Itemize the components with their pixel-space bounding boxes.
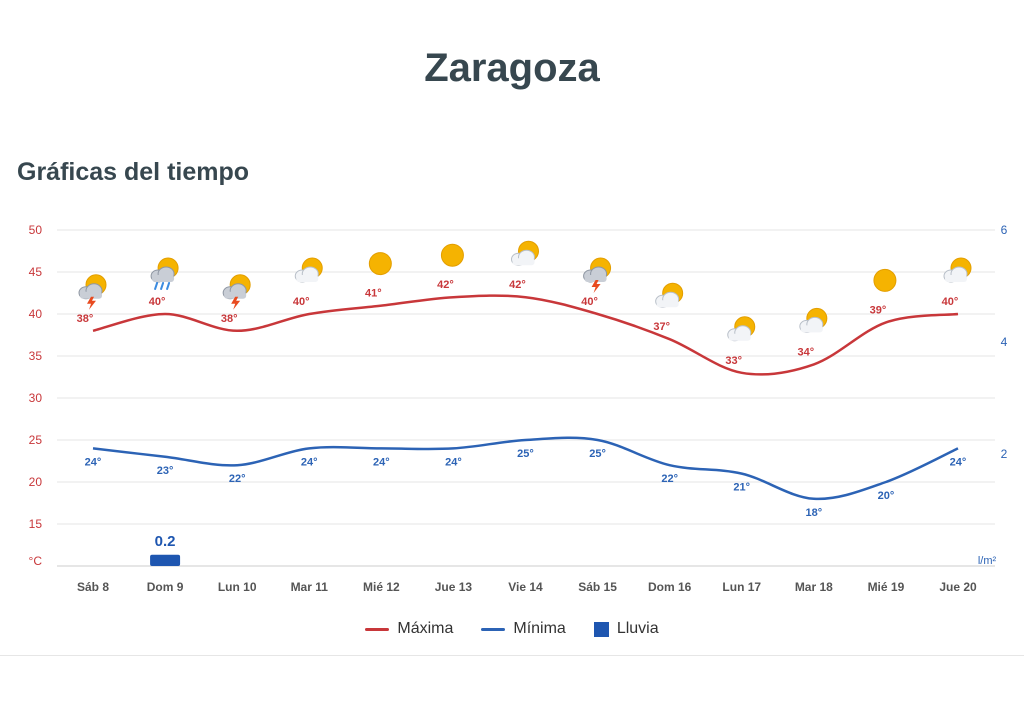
section-title: Gráficas del tiempo [17,158,250,186]
rain-bar-label: 0.2 [155,533,176,550]
min-temp-label: 24° [950,456,967,468]
min-temp-label: 22° [229,473,246,485]
min-temp-label: 20° [878,490,895,502]
sun-cloud-icon [727,316,756,342]
x-tick-label: Vie 14 [508,580,543,594]
y-left-tick-label: 15 [29,517,43,531]
x-tick-label: Sáb 8 [77,580,109,594]
sun-cloud-icon [799,307,828,333]
y-left-tick-label: 20 [29,475,43,489]
min-temp-label: 25° [589,448,606,460]
x-tick-label: Sáb 15 [578,580,617,594]
y-left-tick-label: 25 [29,433,43,447]
max-temp-line [92,294,959,376]
min-temp-label: 25° [517,448,534,460]
bottom-divider [0,655,1024,656]
max-temp-label: 34° [798,346,815,358]
legend-rain-swatch [593,621,609,637]
max-temp-label: 37° [653,321,670,333]
max-temp-label: 38° [221,313,238,325]
min-temp-label: 24° [445,456,462,468]
min-temp-label: 23° [157,465,174,477]
min-temp-label: 24° [301,456,318,468]
sun-icon [368,252,392,276]
y-left-unit: °C [29,554,43,568]
legend-item-min[interactable]: Mínima [481,620,566,638]
legend-min-swatch [481,627,506,631]
sun-icon [440,243,464,267]
max-temp-label: 38° [77,313,94,325]
min-temp-label: 24° [373,456,390,468]
rain-bar [150,554,181,566]
sun-cloud-icon [294,257,323,283]
sun-icon [873,268,897,292]
sun-cloud-icon [511,240,539,266]
min-temp-label: 22° [661,473,678,485]
x-tick-label: Jue 13 [435,580,473,594]
sun-cloud-rain-icon [150,257,179,290]
max-temp-label: 39° [870,304,887,316]
y-left-tick-label: 30 [29,391,43,405]
max-temp-label: 40° [581,296,598,308]
y-right-unit: l/m² [978,555,997,567]
max-temp-label: 33° [725,355,742,367]
min-temp-line [92,436,959,501]
min-temp-label: 21° [733,482,750,494]
x-tick-label: Mié 12 [363,580,400,594]
y-left-tick-label: 35 [29,349,43,363]
max-temp-label: 41° [365,288,382,300]
max-temp-label: 42° [509,279,526,291]
city-title: Zaragoza [424,46,600,90]
max-temp-label: 40° [149,296,166,308]
legend-max-swatch [365,627,390,631]
y-right-tick-label: 6 [1001,223,1008,237]
y-left-tick-label: 45 [29,265,43,279]
x-tick-label: Mié 19 [868,580,905,594]
sun-cloud-storm-icon [222,274,251,310]
max-temp-label: 40° [942,296,959,308]
y-right-tick-label: 2 [1001,447,1008,461]
max-temp-label: 42° [437,279,454,291]
min-temp-label: 24° [85,456,102,468]
sun-cloud-icon [655,282,684,308]
x-tick-label: Dom 9 [147,580,184,594]
weather-chart: 50 45 40 35 30 25 20 15 °C 6 4 2 l/m² Sáb 8 Dom 9 Lun 1… [29,223,1008,594]
x-tick-label: Dom 16 [648,580,692,594]
max-temp-label: 40° [293,296,310,308]
x-tick-label: Mar 18 [795,580,833,594]
y-left-tick-label: 40 [29,307,43,321]
min-temp-label: 18° [806,507,823,519]
x-tick-label: Lun 17 [722,580,761,594]
legend-item-max[interactable]: Máxima [365,620,453,638]
legend-min-label: Mínima [513,620,566,637]
x-tick-label: Jue 20 [939,580,977,594]
y-left-tick-label: 50 [29,223,43,237]
chart-legend: Máxima Mínima Lluvia [0,620,1024,638]
legend-max-label: Máxima [397,620,454,637]
sun-cloud-storm-icon [583,257,612,293]
legend-item-rain[interactable]: Lluvia [593,620,659,638]
legend-rain-label: Lluvia [616,620,659,637]
sun-cloud-storm-icon [78,274,107,310]
x-tick-label: Mar 11 [291,580,329,594]
sun-cloud-icon [943,257,972,283]
y-right-tick-label: 4 [1001,335,1008,349]
x-tick-label: Lun 10 [218,580,257,594]
